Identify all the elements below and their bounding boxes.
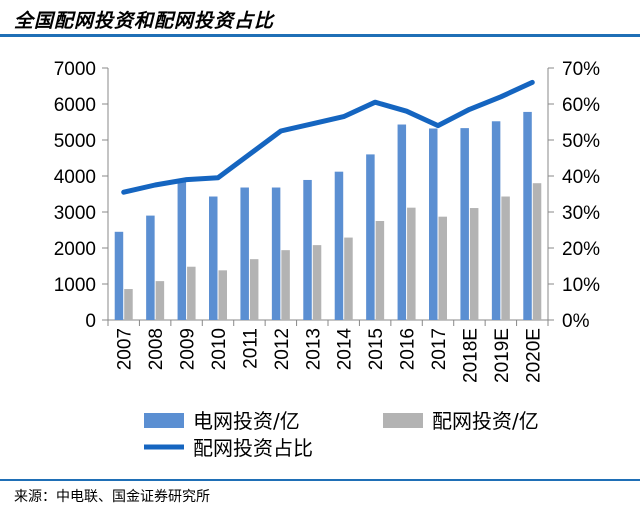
y-right-tick-label: 70%: [562, 59, 600, 80]
x-tick-label: 2013: [303, 328, 324, 370]
legend-swatch-grid-investment: [144, 413, 184, 428]
combo-chart: 0 1000 2000 3000 4000 5000 6000 7000 0% 10% 20% 30%…: [54, 59, 600, 460]
bar-grid-investment: [460, 128, 469, 320]
bar-distribution-investment: [155, 281, 165, 320]
line-layer: [121, 79, 535, 195]
y-right-tick-label: 40%: [562, 167, 600, 188]
bar-grid-investment: [491, 121, 501, 320]
bar-grid-investment: [523, 111, 532, 320]
y-left-tick-label: 2000: [54, 239, 96, 260]
x-tick-label: 2008: [146, 328, 167, 370]
bar-grid-investment: [177, 181, 187, 320]
x-tick-label: 2016: [398, 328, 419, 370]
legend-label-distribution-share: 配网投资占比: [193, 436, 313, 460]
x-tick-label: 2014: [335, 328, 356, 371]
bar-distribution-investment: [312, 245, 322, 320]
bar-grid-investment: [397, 124, 407, 321]
y-right-tick-label: 0%: [562, 311, 590, 332]
chart-title: 全国配网投资和配网投资占比: [14, 10, 275, 32]
y-left-tick-label: 0: [85, 311, 96, 332]
x-tick-label: 2009: [178, 328, 199, 370]
y-right-tick-label: 50%: [562, 131, 600, 152]
bar-distribution-investment: [532, 183, 542, 320]
bar-grid-investment: [146, 215, 155, 320]
bar-distribution-investment: [469, 208, 479, 320]
y-right-tick-label: 10%: [562, 275, 600, 296]
bar-distribution-investment: [407, 207, 416, 320]
bar-grid-investment: [366, 154, 375, 320]
legend-label-distribution-investment: 配网投资/亿: [432, 409, 539, 433]
y-left-tick-label: 1000: [54, 275, 96, 296]
y-left-tick-label: 3000: [54, 203, 96, 224]
bar-grid-investment: [334, 171, 344, 320]
y-left-tick-label: 6000: [54, 95, 96, 116]
source-note: 来源：中电联、国金证券研究所: [14, 489, 210, 505]
y-left-tick-label: 7000: [54, 59, 96, 80]
bar-grid-investment: [209, 196, 218, 320]
legend: 电网投资/亿 配网投资/亿 配网投资占比: [144, 409, 539, 460]
legend-swatch-distribution-investment: [383, 413, 423, 428]
bar-grid-investment: [271, 187, 281, 320]
y-right-tick-label: 20%: [562, 239, 600, 260]
bar-grid-investment: [114, 231, 124, 320]
bar-distribution-investment: [249, 259, 259, 320]
y-left-tick-label: 5000: [54, 131, 96, 152]
x-tick-labels: 2007 2008 2009 2010 2011 2012 2013 2014 2015 2016…: [115, 328, 545, 383]
x-tick-label: 2019E: [492, 328, 513, 383]
x-tick-label: 2012: [272, 328, 293, 370]
bar-distribution-investment: [344, 237, 353, 320]
axes-layer: 0 1000 2000 3000 4000 5000 6000 7000 0% 10% 20% 30%…: [54, 59, 600, 332]
bar-distribution-investment: [375, 221, 385, 320]
y-right-tick-label: 60%: [562, 95, 600, 116]
bar-distribution-investment: [438, 216, 447, 320]
y-left-tick-label: 4000: [54, 167, 96, 188]
bar-grid-investment: [429, 128, 438, 320]
x-tick-label: 2007: [115, 328, 136, 370]
bar-distribution-investment: [501, 196, 510, 320]
bar-grid-investment: [303, 179, 312, 320]
bar-distribution-investment: [124, 289, 133, 320]
bar-distribution-investment: [281, 250, 290, 320]
footer-divider: [0, 479, 640, 481]
legend-label-grid-investment: 电网投资/亿: [193, 409, 300, 433]
x-tick-label: 2020E: [523, 328, 544, 383]
bar-distribution-investment: [218, 270, 227, 320]
y-right-tick-label: 30%: [562, 203, 600, 224]
x-tick-label: 2015: [366, 328, 387, 370]
line-distribution-share: [121, 79, 535, 195]
bar-grid-investment: [240, 187, 249, 320]
x-tick-label: 2017: [429, 328, 450, 370]
x-tick-label: 2010: [209, 328, 230, 370]
bar-distribution-investment: [187, 266, 196, 320]
x-tick-label: 2018E: [460, 328, 481, 383]
bars-layer: [114, 111, 542, 321]
x-tick-label: 2011: [240, 328, 261, 369]
title-divider: [0, 34, 640, 37]
